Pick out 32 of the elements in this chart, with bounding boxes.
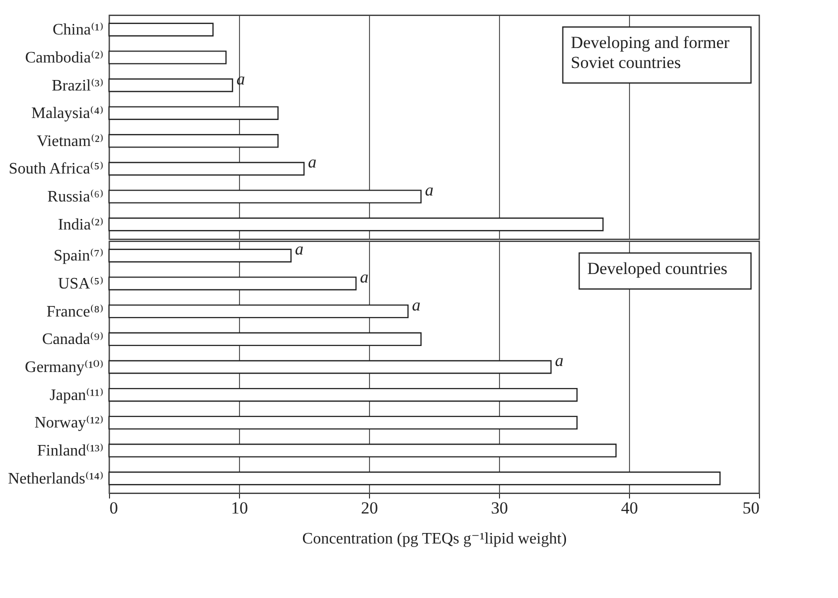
data-label: a bbox=[412, 295, 420, 314]
y-tick-label: Malaysia⁽⁴⁾ bbox=[31, 105, 104, 122]
y-tick-label: France⁽⁸⁾ bbox=[46, 303, 104, 320]
y-tick-label: Norway⁽¹²⁾ bbox=[34, 414, 104, 432]
data-label: a bbox=[295, 240, 304, 259]
y-tick-label: Germany⁽¹⁰⁾ bbox=[24, 359, 104, 376]
y-tick-label: Cambodia⁽²⁾ bbox=[25, 49, 104, 66]
x-tick-label: 30 bbox=[491, 498, 508, 518]
x-tick-label: 50 bbox=[742, 498, 760, 518]
y-tick-label: USA⁽⁵⁾ bbox=[58, 275, 104, 292]
annotation: Developed countries bbox=[587, 259, 728, 278]
y-tick-label: South Africa⁽⁵⁾ bbox=[8, 160, 104, 178]
y-tick-label: Canada⁽⁹⁾ bbox=[42, 331, 104, 348]
x-tick-label: 10 bbox=[231, 498, 248, 518]
y-tick-label: Vietnam⁽²⁾ bbox=[36, 132, 104, 150]
y-tick-label: Spain⁽⁷⁾ bbox=[54, 248, 104, 265]
y-tick-label: China⁽¹⁾ bbox=[52, 22, 104, 39]
data-label: a bbox=[308, 152, 316, 172]
y-tick-label: Brazil⁽³⁾ bbox=[52, 77, 104, 94]
y-tick-label: Finland⁽¹³⁾ bbox=[37, 442, 104, 460]
data-label: a bbox=[425, 180, 434, 200]
y-tick-label: Japan⁽¹¹⁾ bbox=[50, 386, 104, 404]
annotation: Developing and former Soviet countries bbox=[570, 33, 730, 72]
x-tick-label: 40 bbox=[621, 498, 638, 518]
data-label: a bbox=[360, 267, 368, 286]
x-axis-title: Concentration (pg TEQs g⁻¹lipid weight) bbox=[302, 530, 567, 548]
y-tick-label: India⁽²⁾ bbox=[58, 216, 104, 234]
y-tick-label: Netherlands⁽¹⁴⁾ bbox=[8, 470, 104, 488]
x-tick-label: 0 bbox=[110, 498, 118, 518]
y-tick-label: Russia⁽⁶⁾ bbox=[47, 188, 104, 206]
x-tick-label: 20 bbox=[361, 498, 378, 518]
data-label: a bbox=[555, 351, 564, 370]
